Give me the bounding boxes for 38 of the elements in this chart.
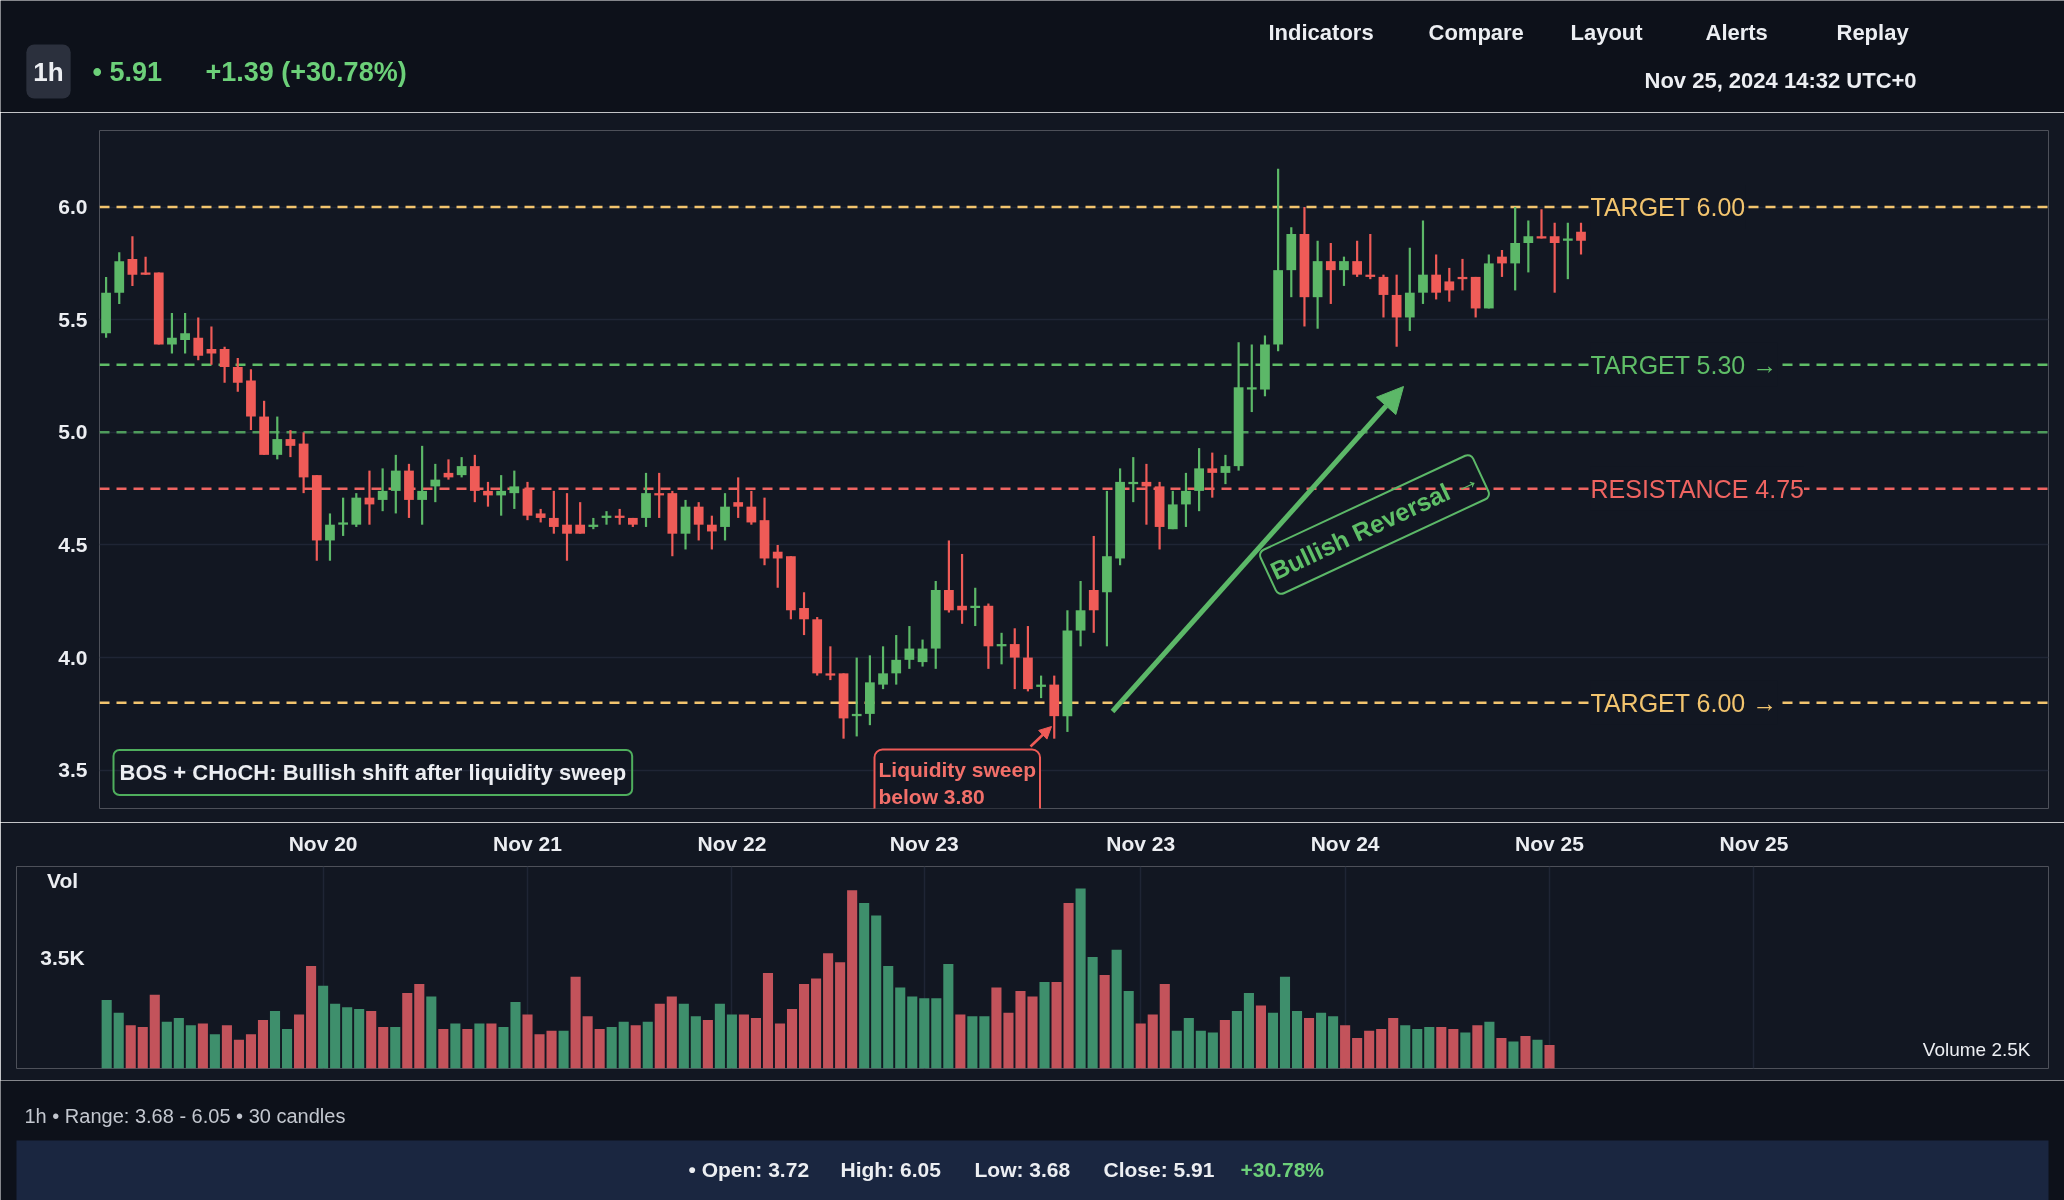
- text: Nov 25, 2024 14:32 UTC+0: [1644, 68, 1917, 93]
- text: Low: 3.68: [974, 1158, 1071, 1181]
- ref-line-label: RESISTANCE 4.75: [1590, 474, 1805, 503]
- ref-line-label: TARGET 5.30 →: [1590, 350, 1778, 379]
- y-tick-label: 6.0: [58, 195, 88, 219]
- x-tick-label: Nov 23: [1106, 831, 1176, 855]
- text: Replay: [1836, 20, 1910, 45]
- annotation: Vol: [46, 869, 79, 892]
- ref-line-label: TARGET 6.00: [1590, 193, 1746, 222]
- ref-line-label: TARGET 6.00 →: [1590, 688, 1778, 717]
- text: +1.39 (+30.78%): [205, 56, 407, 87]
- annotation: BOS + CHoCH: Bullish shift after liquidity sweep: [119, 760, 627, 785]
- x-tick-label: Nov 22: [697, 831, 767, 855]
- text: High: 6.05: [840, 1158, 942, 1181]
- annotation: 3.5K: [40, 946, 85, 969]
- text: Alerts: [1705, 20, 1768, 45]
- annotation: Volume 2.5K: [1922, 1039, 2031, 1060]
- y-tick-label: 5.5: [58, 307, 88, 331]
- text: Layout: [1570, 20, 1644, 45]
- x-tick-label: Nov 24: [1310, 831, 1380, 855]
- x-tick-label: Nov 23: [889, 831, 959, 855]
- text: • Open: 3.72: [688, 1158, 810, 1181]
- text: 1h: [33, 56, 64, 87]
- x-tick-label: Nov 25: [1719, 831, 1789, 855]
- y-tick-label: 3.5: [58, 758, 88, 782]
- x-tick-label: Nov 20: [288, 831, 358, 855]
- x-tick-label: Nov 21: [493, 831, 563, 855]
- text: 1h • Range: 3.68 - 6.05 • 30 candles: [24, 1104, 346, 1127]
- y-tick-label: 5.0: [58, 420, 88, 444]
- x-tick-label: Nov 25: [1515, 831, 1585, 855]
- annotation: Liquidity sweep below 3.80: [878, 757, 1037, 809]
- text: Indicators: [1268, 20, 1374, 45]
- text: +30.78%: [1240, 1158, 1325, 1181]
- y-tick-label: 4.0: [58, 645, 88, 669]
- y-tick-label: 4.5: [58, 532, 88, 556]
- text: • 5.91: [92, 56, 163, 87]
- text: Compare: [1428, 20, 1524, 45]
- text: Close: 5.91: [1103, 1158, 1215, 1181]
